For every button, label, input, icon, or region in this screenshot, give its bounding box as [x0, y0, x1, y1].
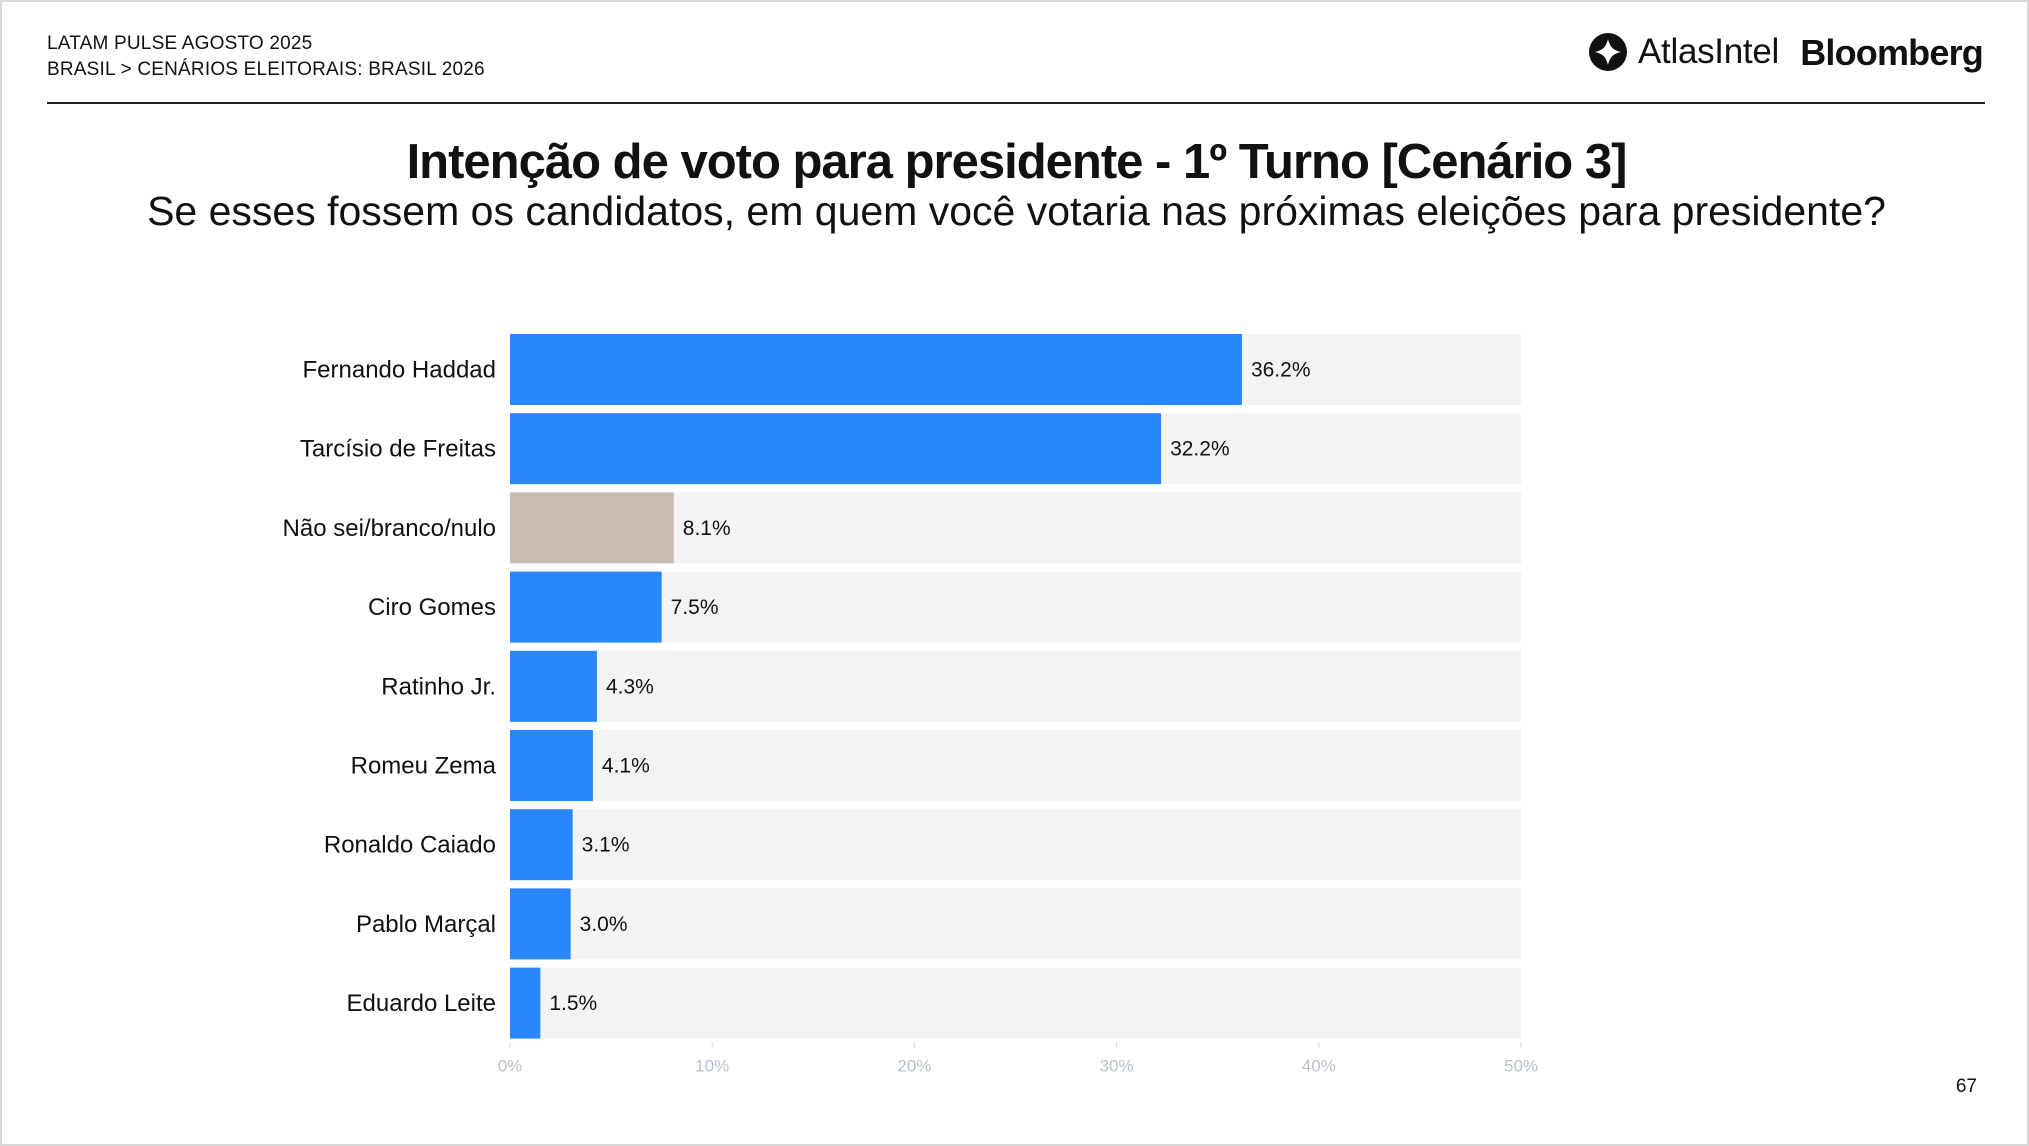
data-label: 7.5%	[671, 596, 719, 619]
data-label: 32.2%	[1170, 438, 1230, 461]
bar	[510, 334, 1242, 405]
bar	[510, 650, 597, 722]
x-tick-label: 0%	[498, 1057, 523, 1076]
bar	[510, 492, 674, 564]
category-label: Ciro Gomes	[368, 594, 496, 621]
header-breadcrumb: BRASIL > CENÁRIOS ELEITORAIS: BRASIL 202…	[47, 59, 485, 80]
bar-track	[510, 888, 1521, 960]
chart-title: Intenção de voto para presidente - 1º Tu…	[406, 135, 1628, 189]
bloomberg-logo: Bloomberg	[1800, 32, 1984, 73]
category-label: Pablo Marçal	[356, 911, 496, 938]
data-label: 36.2%	[1251, 359, 1311, 382]
header-survey-name: LATAM PULSE AGOSTO 2025	[47, 33, 313, 54]
bar-track	[510, 730, 1521, 801]
bar-track	[510, 571, 1521, 643]
category-label: Romeu Zema	[351, 753, 497, 780]
category-label: Tarcísio de Freitas	[300, 436, 496, 463]
x-tick-label: 10%	[695, 1057, 729, 1076]
header-divider	[47, 102, 1985, 104]
bar-track	[510, 967, 1521, 1039]
x-tick-label: 50%	[1504, 1057, 1538, 1076]
bar	[510, 888, 571, 960]
data-label: 3.1%	[582, 834, 630, 857]
bar	[510, 571, 662, 643]
bar-track	[510, 492, 1521, 564]
data-label: 4.3%	[606, 675, 654, 698]
data-label: 1.5%	[549, 992, 597, 1015]
category-label: Ronaldo Caiado	[324, 832, 496, 859]
bar	[510, 730, 593, 801]
data-label: 8.1%	[683, 517, 731, 540]
bar	[510, 967, 541, 1039]
bar	[510, 809, 573, 881]
bar-track	[510, 809, 1521, 881]
x-tick-label: 20%	[897, 1057, 931, 1076]
page-number: 67	[1955, 1076, 1977, 1097]
bar-track	[510, 650, 1521, 722]
atlasintel-logo: AtlasIntel	[1588, 32, 1779, 72]
atlas-logo-icon	[1589, 33, 1627, 71]
category-label: Não sei/branco/nulo	[283, 515, 496, 542]
category-label: Fernando Haddad	[303, 357, 496, 384]
category-label: Eduardo Leite	[347, 990, 496, 1017]
chart-subtitle: Se esses fossem os candidatos, em quem v…	[147, 188, 1886, 234]
atlasintel-logo-text: AtlasIntel	[1638, 32, 1779, 71]
data-label: 3.0%	[580, 913, 628, 936]
data-label: 4.1%	[602, 755, 650, 778]
x-tick-label: 30%	[1100, 1057, 1134, 1076]
x-tick-label: 40%	[1302, 1057, 1336, 1076]
category-label: Ratinho Jr.	[381, 673, 496, 700]
bar	[510, 413, 1162, 485]
